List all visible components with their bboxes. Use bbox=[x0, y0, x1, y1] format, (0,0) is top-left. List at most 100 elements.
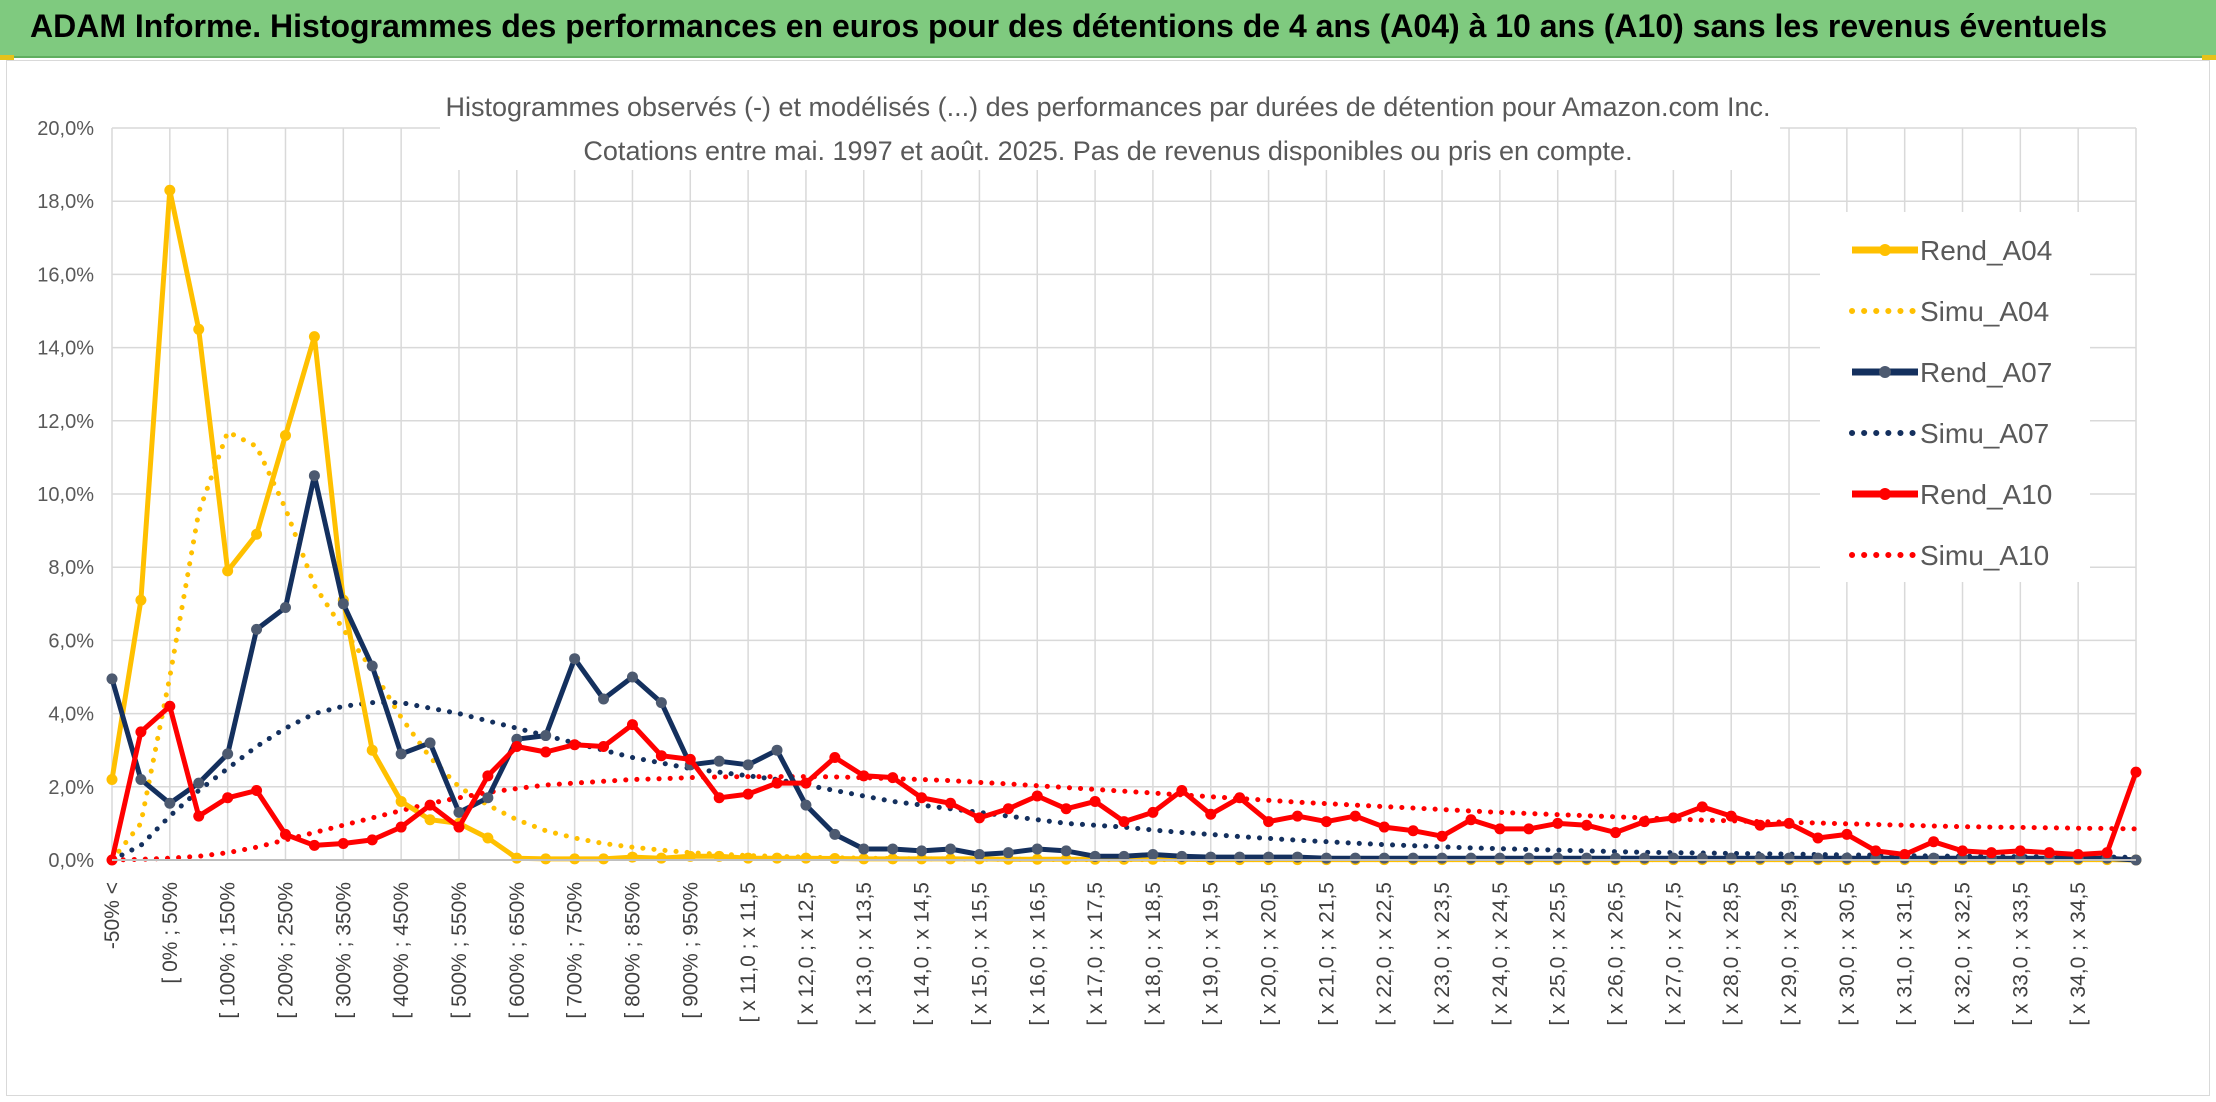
data-point bbox=[1985, 847, 1997, 859]
x-tick-label: [ x 14,0 ; x 14,5 bbox=[911, 882, 934, 1026]
data-point bbox=[858, 770, 870, 782]
data-point bbox=[945, 843, 957, 855]
data-point bbox=[1696, 801, 1708, 813]
data-point bbox=[482, 770, 494, 782]
data-point bbox=[1870, 845, 1882, 857]
x-tick-label: [ x 34,0 ; x 34,5 bbox=[2067, 882, 2090, 1026]
data-point bbox=[626, 719, 638, 731]
data-point bbox=[1031, 790, 1043, 802]
legend-label: Rend_A10 bbox=[1920, 479, 2052, 510]
data-point bbox=[1465, 852, 1477, 864]
data-point bbox=[1494, 823, 1506, 835]
data-point bbox=[308, 470, 320, 482]
data-point bbox=[684, 753, 696, 765]
data-point bbox=[1002, 803, 1014, 815]
data-point bbox=[540, 746, 552, 758]
data-point bbox=[2101, 847, 2113, 859]
data-point bbox=[337, 598, 349, 610]
data-point bbox=[916, 853, 928, 865]
series-rend-a07 bbox=[106, 470, 2142, 866]
data-point bbox=[598, 693, 610, 705]
data-point bbox=[1291, 810, 1303, 822]
data-point bbox=[193, 810, 205, 822]
x-tick-label: [ x 26,0 ; x 26,5 bbox=[1605, 882, 1628, 1026]
y-tick-label: 0,0% bbox=[48, 850, 94, 872]
data-point bbox=[1349, 852, 1361, 864]
data-point bbox=[222, 792, 234, 804]
y-tick-label: 8,0% bbox=[48, 557, 94, 579]
data-point bbox=[251, 784, 263, 796]
x-tick-label: [ x 32,0 ; x 32,5 bbox=[1952, 882, 1975, 1026]
legend-label: Simu_A07 bbox=[1920, 418, 2049, 449]
x-tick-label: [ x 19,0 ; x 19,5 bbox=[1200, 882, 1223, 1026]
data-point bbox=[829, 828, 841, 840]
data-point bbox=[1205, 808, 1217, 820]
series-simu-a10 bbox=[109, 774, 2139, 863]
data-point bbox=[1552, 817, 1564, 829]
x-tick-label: [ 200% ; 250% bbox=[274, 882, 297, 1019]
page-title: ADAM Informe. Histogrammes des performan… bbox=[30, 8, 2108, 44]
legend-label: Simu_A04 bbox=[1920, 296, 2049, 327]
data-point bbox=[945, 797, 957, 809]
data-point bbox=[1696, 852, 1708, 864]
data-point bbox=[1610, 827, 1622, 839]
data-point bbox=[1060, 845, 1072, 857]
data-point bbox=[829, 752, 841, 764]
data-point bbox=[916, 792, 928, 804]
data-point bbox=[1523, 852, 1535, 864]
data-point bbox=[395, 748, 407, 760]
x-tick-label: [ x 24,0 ; x 24,5 bbox=[1489, 882, 1512, 1026]
data-point bbox=[1523, 823, 1535, 835]
data-point bbox=[1031, 843, 1043, 855]
x-tick-label: [ x 15,0 ; x 15,5 bbox=[968, 882, 991, 1026]
x-tick-label: [ x 22,0 ; x 22,5 bbox=[1373, 882, 1396, 1026]
data-point bbox=[308, 331, 320, 343]
data-point bbox=[424, 799, 436, 811]
data-point bbox=[1812, 852, 1824, 864]
data-point bbox=[1147, 849, 1159, 861]
data-point bbox=[569, 853, 581, 865]
data-point bbox=[164, 797, 176, 809]
data-point bbox=[742, 759, 754, 771]
data-point bbox=[1610, 852, 1622, 864]
data-point bbox=[1436, 830, 1448, 842]
data-point bbox=[135, 594, 147, 606]
data-point bbox=[193, 777, 205, 789]
series-simu-a07 bbox=[109, 700, 2139, 863]
data-point bbox=[540, 730, 552, 742]
data-point bbox=[1378, 852, 1390, 864]
data-point bbox=[1407, 852, 1419, 864]
x-tick-label: [ x 20,0 ; x 20,5 bbox=[1258, 882, 1281, 1026]
data-point bbox=[829, 853, 841, 865]
x-tick-label: [ x 30,0 ; x 30,5 bbox=[1836, 882, 1859, 1026]
y-tick-label: 16,0% bbox=[37, 264, 94, 286]
data-point bbox=[858, 853, 870, 865]
data-point bbox=[655, 697, 667, 709]
legend-background bbox=[1820, 212, 2090, 582]
corner-accent-left bbox=[0, 55, 14, 60]
chart-title: Histogrammes observés (-) et modélisés (… bbox=[445, 92, 1770, 122]
x-tick-label: [ x 31,0 ; x 31,5 bbox=[1894, 882, 1917, 1026]
y-tick-label: 14,0% bbox=[37, 338, 94, 360]
data-point bbox=[1638, 816, 1650, 828]
legend: Rend_A04 Simu_A04 Rend_A07 Simu_A07 Rend_A10… bbox=[1820, 212, 2090, 582]
x-tick-label: [ x 13,0 ; x 13,5 bbox=[853, 882, 876, 1026]
data-point bbox=[626, 671, 638, 683]
data-point bbox=[598, 853, 610, 865]
data-point bbox=[1176, 784, 1188, 796]
y-tick-label: 20,0% bbox=[37, 118, 94, 140]
data-point bbox=[1957, 845, 1969, 857]
data-point bbox=[1841, 852, 1853, 864]
data-point bbox=[395, 821, 407, 833]
data-point bbox=[598, 741, 610, 753]
data-point bbox=[308, 839, 320, 851]
data-point bbox=[453, 821, 465, 833]
data-point bbox=[800, 777, 812, 789]
data-point bbox=[800, 799, 812, 811]
data-point bbox=[482, 792, 494, 804]
x-tick-label: [ 600% ; 650% bbox=[506, 882, 529, 1019]
data-point bbox=[1118, 816, 1130, 828]
data-point bbox=[1783, 852, 1795, 864]
data-point bbox=[1320, 852, 1332, 864]
